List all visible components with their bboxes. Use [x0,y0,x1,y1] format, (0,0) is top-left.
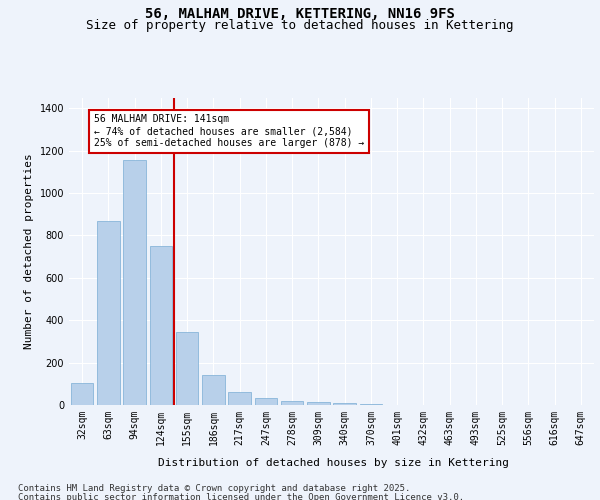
Text: 56, MALHAM DRIVE, KETTERING, NN16 9FS: 56, MALHAM DRIVE, KETTERING, NN16 9FS [145,8,455,22]
Text: Distribution of detached houses by size in Kettering: Distribution of detached houses by size … [158,458,509,468]
Bar [150,246,172,405]
Y-axis label: Number of detached properties: Number of detached properties [24,154,34,349]
Bar [307,402,329,405]
Bar [255,398,277,405]
Bar [360,404,382,405]
Bar [97,220,119,405]
Bar [229,392,251,405]
Bar [71,382,93,405]
Bar [334,403,356,405]
Text: Size of property relative to detached houses in Kettering: Size of property relative to detached ho… [86,18,514,32]
Bar [281,401,303,405]
Text: Contains HM Land Registry data © Crown copyright and database right 2025.: Contains HM Land Registry data © Crown c… [18,484,410,493]
Bar [176,332,198,405]
Bar [124,160,146,405]
Text: Contains public sector information licensed under the Open Government Licence v3: Contains public sector information licen… [18,493,464,500]
Bar [202,376,224,405]
Text: 56 MALHAM DRIVE: 141sqm
← 74% of detached houses are smaller (2,584)
25% of semi: 56 MALHAM DRIVE: 141sqm ← 74% of detache… [94,114,364,148]
